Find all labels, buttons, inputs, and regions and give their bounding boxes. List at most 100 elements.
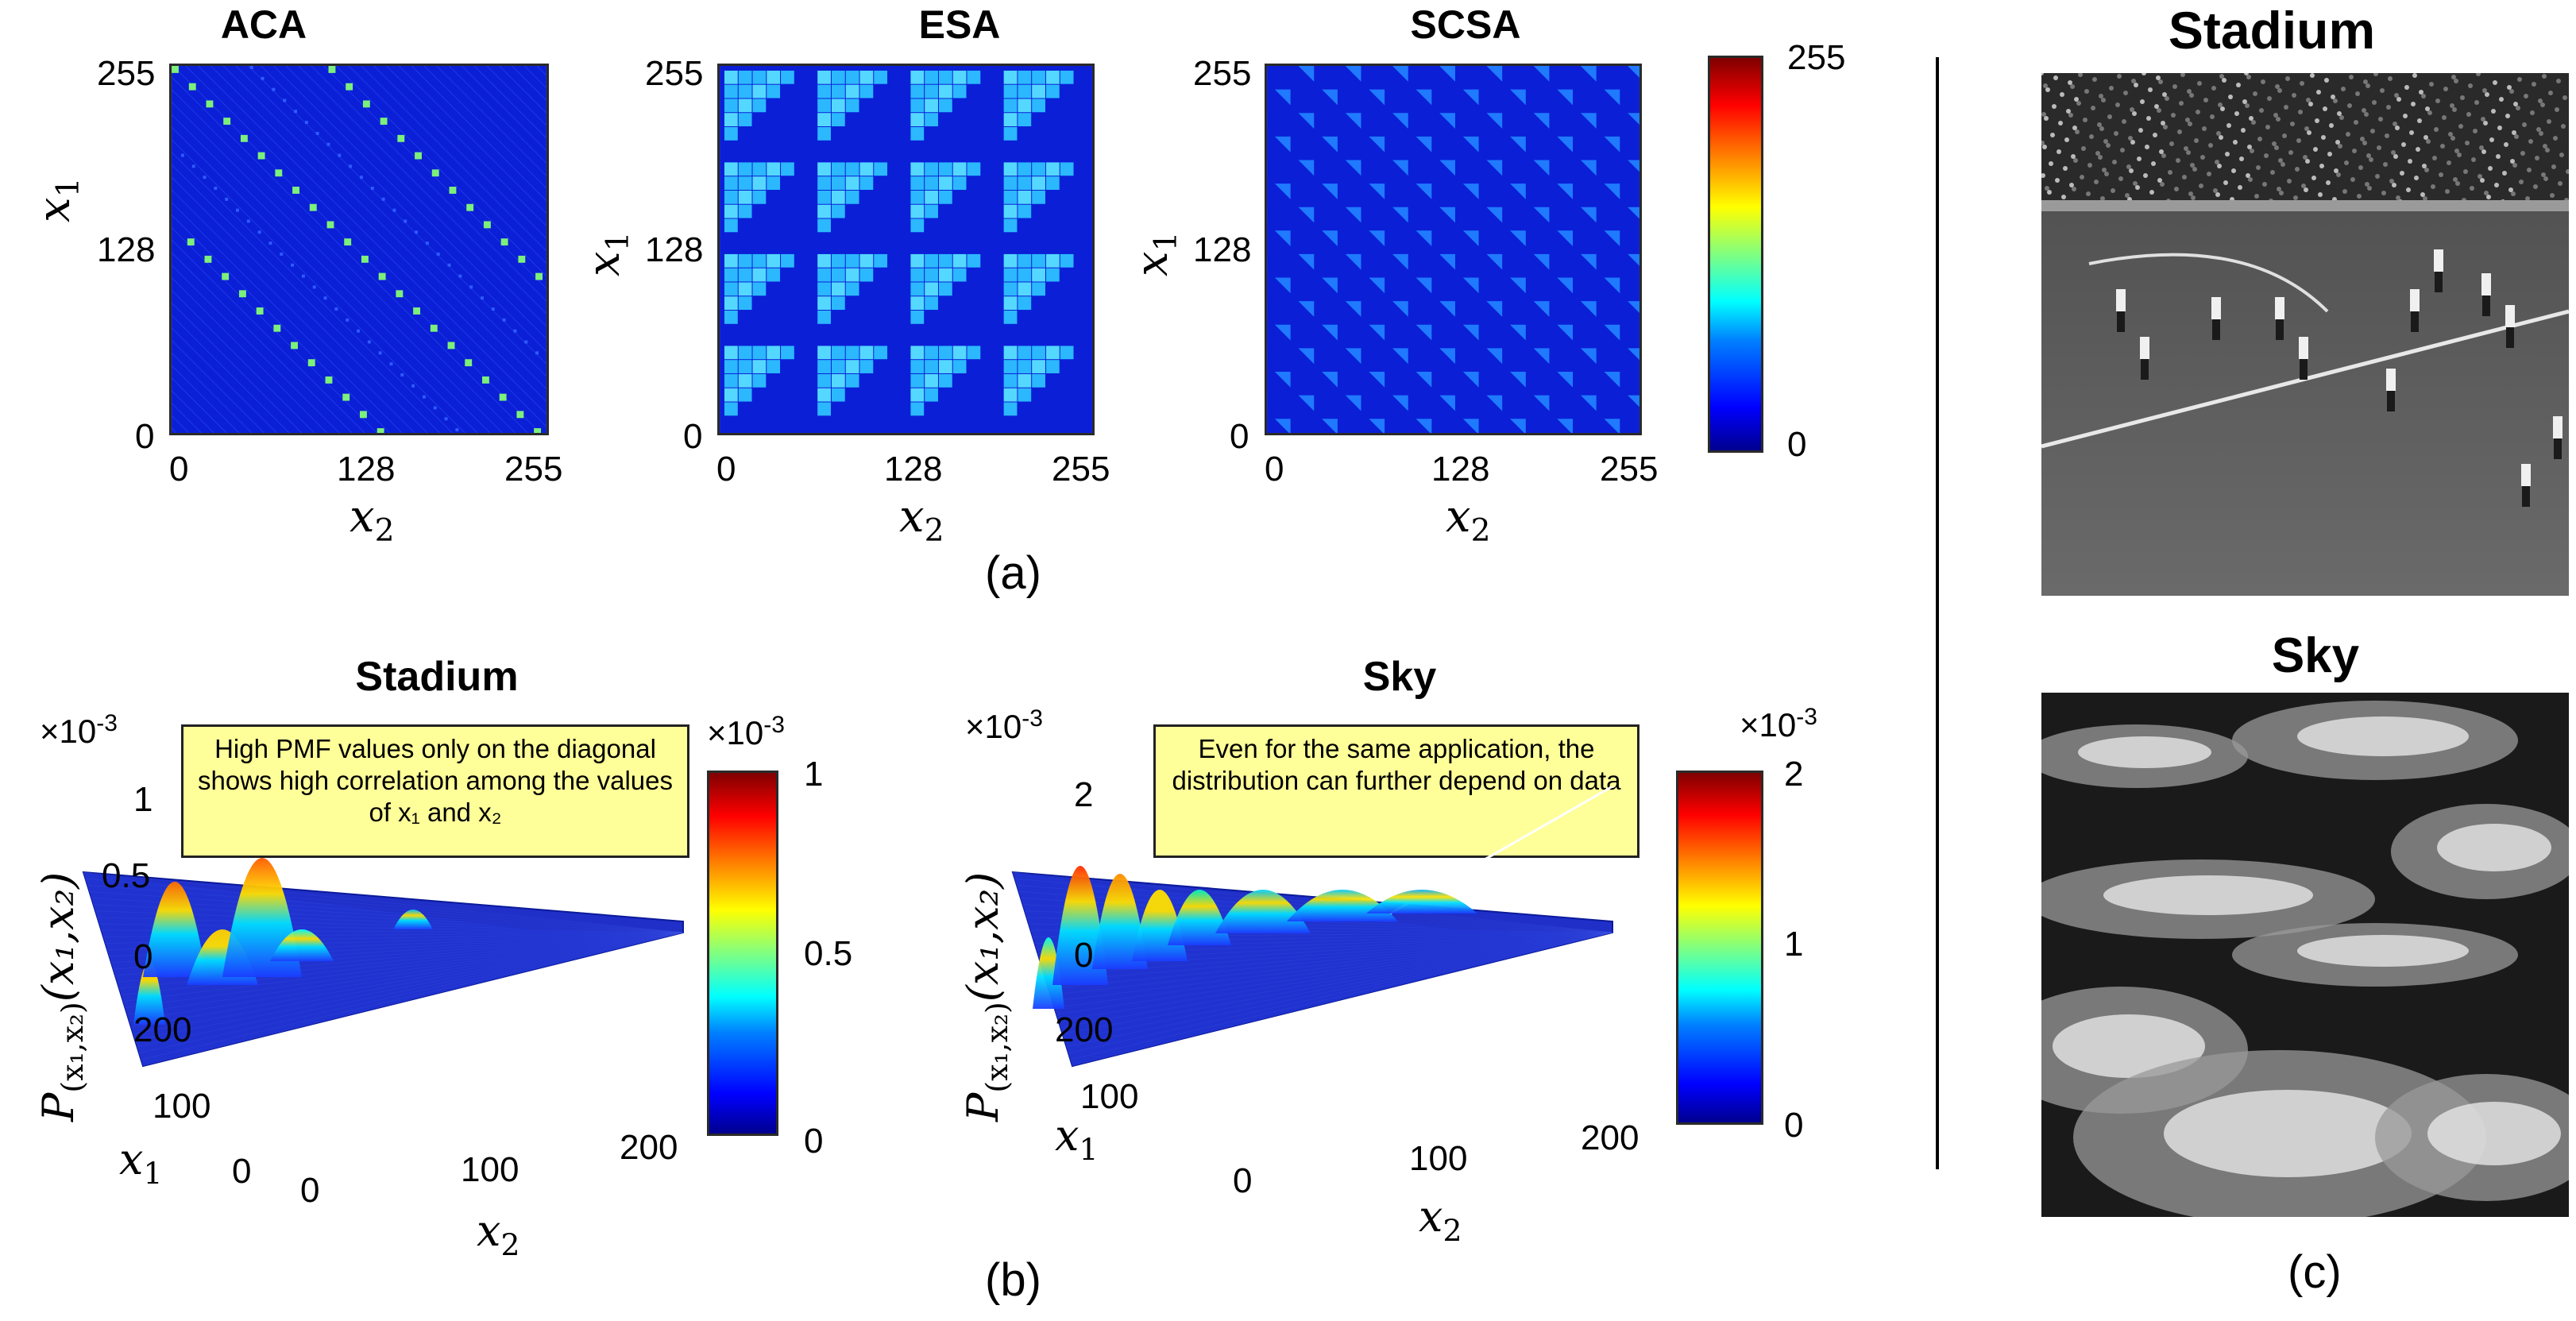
sky-peak	[1366, 890, 1477, 913]
esa-cell	[859, 253, 874, 268]
aca-spot	[483, 221, 491, 229]
aca-grid-line	[172, 252, 353, 433]
scsa-step	[1267, 113, 1268, 129]
aca-spot	[359, 411, 367, 419]
crowd-dot	[2338, 144, 2342, 149]
crowd-dot	[2191, 195, 2196, 200]
stadium-mesh-line	[122, 932, 684, 1002]
scsa-step	[1274, 372, 1291, 388]
aca-spot	[344, 238, 352, 246]
aca-y-label: x1	[29, 177, 87, 222]
esa-cell	[724, 98, 738, 113]
aca-spot	[275, 169, 283, 177]
esa-cell	[1018, 282, 1032, 296]
scsa-step	[1345, 113, 1361, 129]
sky-mesh-line	[1056, 932, 1613, 1015]
esa-cell	[738, 70, 752, 84]
aca-grid-line	[172, 101, 504, 433]
crowd-dot	[2057, 149, 2061, 154]
crowd-dot	[2327, 152, 2332, 156]
crowd-dot	[2548, 91, 2553, 95]
crowd-dot	[2497, 126, 2502, 130]
scsa-step	[1486, 395, 1503, 411]
esa-cell	[1032, 162, 1045, 176]
crowd-dot	[2525, 196, 2530, 201]
crowd-dot	[2279, 191, 2284, 195]
aca-grid-line	[273, 66, 546, 340]
crowd-dot	[2431, 184, 2435, 189]
esa-cell	[738, 190, 752, 204]
esa-cell	[817, 388, 831, 402]
scsa-ytick-255: 255	[1193, 54, 1252, 93]
scsa-step	[1415, 136, 1432, 153]
crowd-dot	[2494, 183, 2499, 187]
crowd-dot	[2364, 112, 2369, 117]
crowd-dot	[2536, 127, 2541, 132]
crowd-dot	[2385, 133, 2389, 138]
player	[2299, 337, 2308, 359]
scsa-step	[1580, 301, 1597, 317]
esa-cell	[1045, 162, 1060, 176]
scsa-step	[1439, 113, 1455, 129]
aca-spot	[294, 110, 298, 114]
crowd-dot	[2485, 92, 2489, 97]
crowd-dot	[2561, 124, 2566, 129]
esa-cell	[1060, 162, 1074, 176]
esa-cell	[724, 402, 738, 416]
crowd-dot	[2357, 194, 2362, 199]
aca-grid-line	[361, 66, 546, 252]
esa-cell	[938, 162, 952, 176]
crowd-dot	[2450, 103, 2454, 108]
aca-spot	[291, 342, 298, 350]
crowd-dot	[2412, 73, 2417, 78]
esa-cell	[738, 268, 752, 282]
player-legs	[2276, 319, 2284, 340]
esa-cell	[724, 268, 738, 282]
esa-cell	[817, 218, 831, 233]
scsa-step	[1486, 301, 1503, 317]
crowd-dot	[2423, 196, 2427, 201]
esa-cell	[752, 98, 767, 113]
esa-cell	[817, 84, 831, 98]
aca-spot	[206, 100, 214, 108]
player-legs	[2141, 359, 2149, 380]
crowd-dot	[2393, 122, 2397, 126]
crowd-dot	[2488, 166, 2493, 171]
crowd-dot	[2362, 108, 2366, 113]
center-circle	[2088, 253, 2329, 313]
esa-ytick-128: 128	[645, 230, 704, 269]
esa-cell	[752, 346, 767, 360]
esa-cell	[1003, 70, 1018, 84]
aca-spot	[524, 340, 528, 344]
esa-cell	[752, 176, 767, 190]
scsa-step	[1604, 136, 1620, 153]
scsa-step	[1486, 66, 1503, 82]
crowd-dot	[2479, 145, 2484, 150]
crowd-dot	[2336, 172, 2341, 177]
crowd-dot	[2391, 150, 2396, 155]
player-legs	[2411, 311, 2419, 332]
crowd-dot	[2533, 184, 2538, 189]
scsa-step	[1345, 253, 1361, 270]
stadium-mesh-line	[105, 932, 684, 944]
crowd-dot	[2542, 74, 2547, 79]
scsa-step	[1274, 183, 1291, 199]
crowd-dot	[2148, 87, 2153, 92]
esa-cell	[738, 360, 752, 373]
aca-grid-line	[172, 139, 465, 433]
esa-cell	[1003, 190, 1018, 204]
crowd-dot	[2142, 73, 2146, 75]
esa-cell	[1003, 98, 1018, 113]
cloud-highlight	[2427, 1102, 2561, 1165]
scsa-heatmap	[1265, 64, 1642, 435]
crowd-dot	[2219, 74, 2224, 79]
aca-grid-line	[172, 302, 303, 433]
crowd-dot	[2069, 183, 2074, 187]
esa-cell	[1003, 162, 1018, 176]
aca-spot	[499, 393, 507, 401]
crowd-dot	[2535, 156, 2539, 160]
crowd-dot	[2375, 174, 2380, 179]
aca-spot	[449, 187, 457, 194]
esa-cell	[925, 373, 938, 388]
player-legs	[2435, 272, 2443, 292]
